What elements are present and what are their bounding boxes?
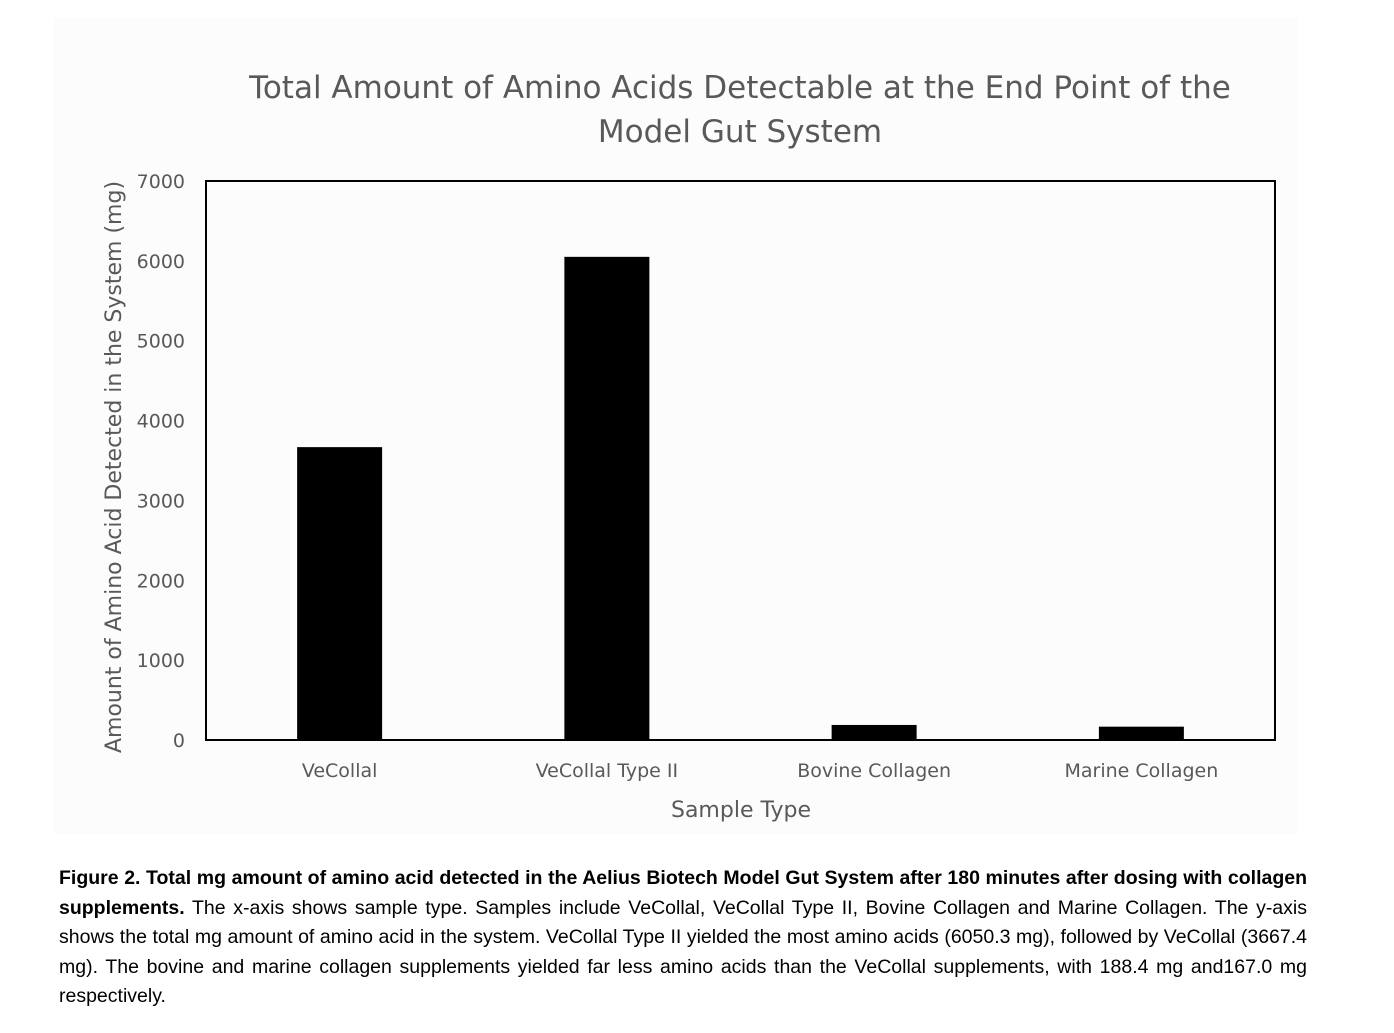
chart-background [53,18,1298,834]
figure-caption: Figure 2. Total mg amount of amino acid … [59,864,1307,1012]
y-axis-ticks: 0 1000 2000 3000 4000 5000 6000 7000 [137,171,185,752]
y-tick-label: 2000 [137,570,185,592]
bars-group [297,256,1184,740]
y-axis-title: Amount of Amino Acid Detected in the Sys… [102,181,127,753]
y-tick-label: 3000 [137,490,185,512]
x-tick-label: Bovine Collagen [797,760,951,782]
caption-text: The x-axis shows sample type. Samples in… [59,896,1307,1008]
bar [831,724,917,740]
bar-chart: Total Amount of Amino Acids Detectable a… [102,70,1276,823]
x-axis-title: Sample Type [671,798,811,823]
y-tick-label: 1000 [137,650,185,672]
y-tick-label: 5000 [137,331,185,353]
chart-title-line-2: Model Gut System [598,114,882,150]
caption-bold: Figure 2. Total mg amount of amino acid … [59,867,1307,919]
x-tick-label: Marine Collagen [1064,760,1218,782]
plot-frame [205,180,1276,741]
x-tick-label: VeCollal Type II [536,760,679,782]
y-tick-label: 4000 [137,411,185,433]
bar [297,447,383,740]
x-axis-ticks: VeCollal VeCollal Type II Bovine Collagen M… [302,760,1218,782]
bar [1098,726,1184,740]
y-tick-label: 6000 [137,251,185,273]
chart-title-line-1: Total Amount of Amino Acids Detectable a… [248,70,1231,106]
x-tick-label: VeCollal [302,760,378,782]
y-tick-label: 0 [173,730,185,752]
y-tick-label: 7000 [137,171,185,193]
bar [564,256,650,740]
